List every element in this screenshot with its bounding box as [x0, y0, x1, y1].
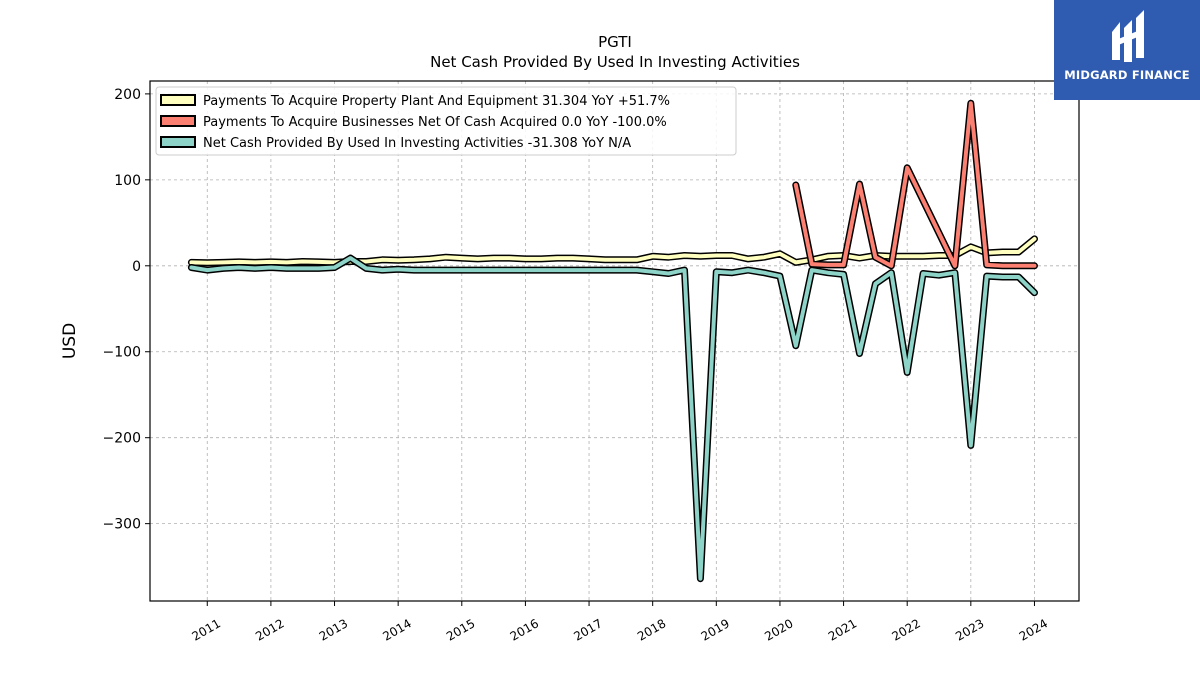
- x-tick-label: 2019: [699, 616, 732, 643]
- x-tick-label: 2016: [508, 616, 541, 643]
- x-tick-label: 2022: [889, 616, 922, 643]
- y-axis-label: USD: [60, 323, 80, 359]
- y-tick-label: 0: [132, 259, 141, 275]
- x-tick-label: 2011: [190, 616, 223, 643]
- x-tick-label: 2020: [762, 616, 795, 643]
- x-tick-label: 2021: [826, 616, 859, 643]
- legend-label: Payments To Acquire Businesses Net Of Ca…: [203, 115, 667, 130]
- grid: [150, 81, 1079, 601]
- x-tick-label: 2012: [253, 616, 286, 643]
- legend-swatch: [160, 115, 196, 127]
- legend-swatch: [160, 136, 196, 148]
- brand-logo: MIDGARD FINANCE: [1054, 0, 1200, 100]
- brand-name: MIDGARD FINANCE: [1064, 68, 1190, 82]
- y-tick-label: 100: [114, 173, 141, 189]
- plot-frame: [149, 80, 1080, 602]
- y-tick-label: −200: [103, 431, 141, 447]
- series-2: [792, 99, 1038, 270]
- legend-swatch: [160, 94, 196, 106]
- legend-label: Net Cash Provided By Used In Investing A…: [203, 136, 631, 151]
- x-tick-label: 2023: [953, 616, 986, 643]
- x-tick-label: 2017: [571, 616, 604, 643]
- legend: Payments To Acquire Property Plant And E…: [155, 86, 737, 156]
- legend-label: Payments To Acquire Property Plant And E…: [203, 94, 670, 109]
- x-tick-label: 2015: [444, 616, 477, 643]
- chart-title: PGTI: [598, 33, 632, 51]
- series-layer: [187, 99, 1038, 583]
- x-tick-label: 2018: [635, 616, 668, 643]
- series-line: [189, 256, 1037, 581]
- y-tick-label: −300: [103, 517, 141, 533]
- series-1: [187, 235, 1038, 267]
- brand-logo-mark: [1112, 10, 1144, 62]
- legend-box: [155, 86, 737, 156]
- x-tick-label: 2014: [380, 616, 413, 643]
- chart-subtitle: Net Cash Provided By Used In Investing A…: [430, 53, 800, 71]
- series-line-outline: [187, 254, 1038, 583]
- x-tick-label: 2013: [317, 616, 350, 643]
- x-tick-label: 2024: [1017, 616, 1050, 643]
- series-line: [793, 101, 1037, 268]
- y-tick-label: 200: [114, 87, 141, 103]
- series-3: [187, 254, 1038, 583]
- y-tick-label: −100: [103, 345, 141, 361]
